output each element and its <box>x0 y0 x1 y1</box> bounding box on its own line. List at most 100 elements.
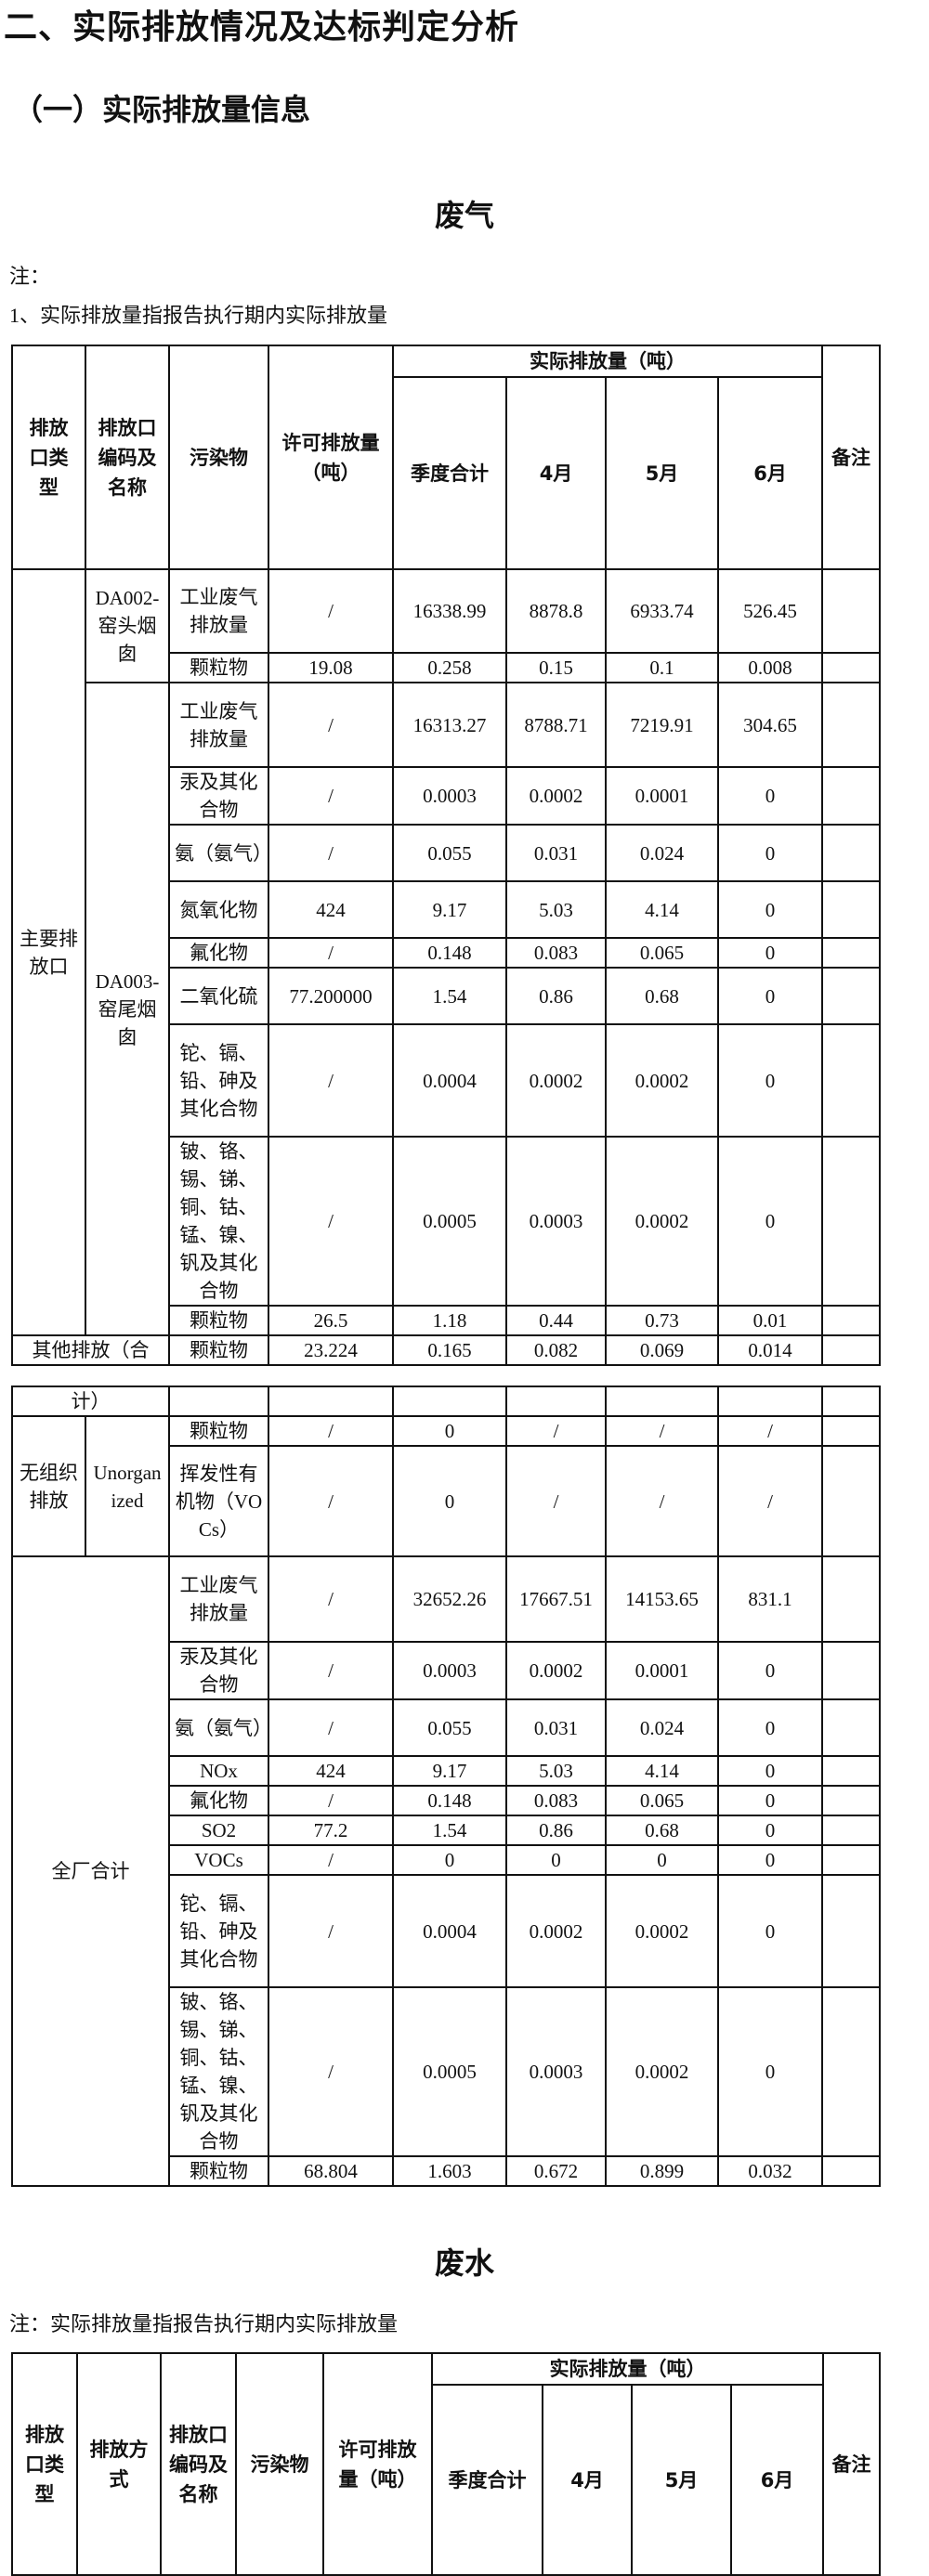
quarter-total-cell: 0.0005 <box>392 1136 507 1307</box>
header-may: 5月 <box>605 376 719 570</box>
april-cell: 0.031 <box>505 824 607 882</box>
quarter-total-cell: 1.18 <box>392 1305 507 1336</box>
water-header-permit: 许可排放量（吨） <box>322 2352 433 2576</box>
may-cell: 0.0001 <box>605 1641 719 1700</box>
permit-cell: / <box>268 1785 394 1816</box>
may-cell: 14153.65 <box>605 1555 719 1643</box>
april-cell: 0 <box>505 1844 607 1876</box>
may-cell: 0.73 <box>605 1305 719 1336</box>
june-cell: 0 <box>717 1844 823 1876</box>
permit-cell: / <box>268 1986 394 2157</box>
april-cell: / <box>505 1445 607 1557</box>
empty-cell <box>392 1386 507 1417</box>
april-cell: 0.082 <box>505 1334 607 1366</box>
empty-cell <box>168 1386 269 1417</box>
remark-cell <box>821 1698 881 1757</box>
permit-cell: / <box>268 1445 394 1557</box>
april-cell: 0.672 <box>505 2155 607 2187</box>
table-row: 铊、镉、铅、砷及其化合物/0.0004 0.0002 0.0002 0 <box>12 1023 881 1138</box>
permit-cell: 68.804 <box>268 2155 394 2187</box>
june-cell: 0 <box>717 1755 823 1787</box>
may-cell: 0.024 <box>605 824 719 882</box>
permit-cell: / <box>268 937 394 969</box>
remark-cell <box>821 937 881 969</box>
permit-cell: / <box>268 1136 394 1307</box>
june-cell: 831.1 <box>717 1555 823 1643</box>
quarter-total-cell: 0 <box>392 1844 507 1876</box>
table-row: 二氧化硫 77.200000 1.54 0.86 0.68 0 <box>12 967 881 1025</box>
pollutant-cell: 颗粒物 <box>168 1305 269 1336</box>
permit-cell: / <box>268 766 394 826</box>
permit-cell: 26.5 <box>268 1305 394 1336</box>
table-row: 颗粒物 19.08 0.258 0.15 0.1 0.008 <box>12 652 881 683</box>
remark-cell <box>821 824 881 882</box>
main-outlet-group: 主要排放口 <box>11 568 86 1336</box>
pollutant-cell: 颗粒物 <box>168 1334 269 1366</box>
june-cell: 0 <box>717 1986 823 2157</box>
permit-cell: 424 <box>268 880 394 939</box>
june-cell: 526.45 <box>717 568 823 654</box>
table-row: SO2 77.2 1.54 0.86 0.68 0 <box>12 1815 881 1846</box>
outlet-name: DA003-窑尾烟囱 <box>85 682 170 1336</box>
remark-cell <box>821 1305 881 1336</box>
quarter-total-cell: 0.0003 <box>392 1641 507 1700</box>
quarter-total-cell: 0.148 <box>392 937 507 969</box>
permit-cell: / <box>268 1874 394 1988</box>
table-row: 全厂合计 工业废气排放量/32652.26 17667.51 14153.65 831.… <box>11 1555 881 2187</box>
remark-cell <box>821 880 881 939</box>
table-row: VOCs/0 0 0 0 <box>12 1844 881 1876</box>
june-cell: 0 <box>717 1023 823 1138</box>
may-cell: / <box>605 1445 719 1557</box>
pollutant-cell: 汞及其化合物 <box>168 1641 269 1700</box>
june-cell: 0 <box>717 880 823 939</box>
quarter-total-cell: 9.17 <box>392 880 507 939</box>
may-cell: 0.0002 <box>605 1136 719 1307</box>
april-cell: 0.44 <box>505 1305 607 1336</box>
quarter-total-cell: 0 <box>392 1445 507 1557</box>
quarter-total-cell: 1.603 <box>392 2155 507 2187</box>
header-outlet-type: 排放口类型 <box>11 345 86 570</box>
may-cell: / <box>605 1415 719 1447</box>
quarter-total-cell: 0.0004 <box>392 1874 507 1988</box>
pollutant-cell: 铊、镉、铅、砷及其化合物 <box>168 1874 269 1988</box>
pollutant-cell: 汞及其化合物 <box>168 766 269 826</box>
june-cell: / <box>717 1415 823 1447</box>
permit-cell: / <box>268 1641 394 1700</box>
plant-total-group: 全厂合计 <box>11 1555 170 2187</box>
permit-cell: / <box>268 1415 394 1447</box>
header-actual: 实际排放量（吨） <box>392 345 823 378</box>
april-cell: 8878.8 <box>505 568 607 654</box>
table-row: 氟化物/0.148 0.083 0.065 0 <box>12 937 881 969</box>
table-row: DA003-窑尾烟囱 工业废气排放量/16313.27 8788.71 7219.91… <box>12 682 881 1336</box>
june-cell: 0.008 <box>717 652 823 683</box>
april-cell: 0.15 <box>505 652 607 683</box>
other-emission-label-continued: 计） <box>11 1386 170 1417</box>
permit-cell: / <box>268 682 394 768</box>
may-cell: 0.0002 <box>605 1874 719 1988</box>
may-cell: 0.065 <box>605 937 719 969</box>
empty-cell <box>717 1386 823 1417</box>
april-cell: 8788.71 <box>505 682 607 768</box>
remark-cell <box>821 1874 881 1988</box>
pollutant-cell: 工业废气排放量 <box>168 682 269 768</box>
may-cell: 0.68 <box>605 1815 719 1846</box>
quarter-total-cell: 1.54 <box>392 1815 507 1846</box>
june-cell: 304.65 <box>717 682 823 768</box>
water-header-outlet-code: 排放口编码及名称 <box>160 2352 237 2576</box>
unorganized-group: 无组织排放 <box>11 1415 86 1557</box>
may-cell: 7219.91 <box>605 682 719 768</box>
pollutant-cell: 氟化物 <box>168 937 269 969</box>
quarter-total-cell: 16313.27 <box>392 682 507 768</box>
may-cell: 0 <box>605 1844 719 1876</box>
water-header-pollutant: 污染物 <box>235 2352 324 2576</box>
pollutant-cell: NOx <box>168 1755 269 1787</box>
june-cell: 0 <box>717 1136 823 1307</box>
permit-cell: 424 <box>268 1755 394 1787</box>
table-row: 颗粒物 26.5 1.18 0.44 0.73 0.01 <box>12 1305 881 1336</box>
pollutant-cell: 工业废气排放量 <box>168 568 269 654</box>
header-april: 4月 <box>505 376 607 570</box>
table-row: 无组织排放 Unorganized 颗粒物/0// / <box>11 1415 881 1557</box>
april-cell: 0.0003 <box>505 1136 607 1307</box>
table-row: 铍、铬、锡、锑、铜、钴、锰、镍、钒及其化合物/0.0005 0.0003 0.000… <box>12 1136 881 1307</box>
water-header-april: 4月 <box>542 2384 633 2576</box>
